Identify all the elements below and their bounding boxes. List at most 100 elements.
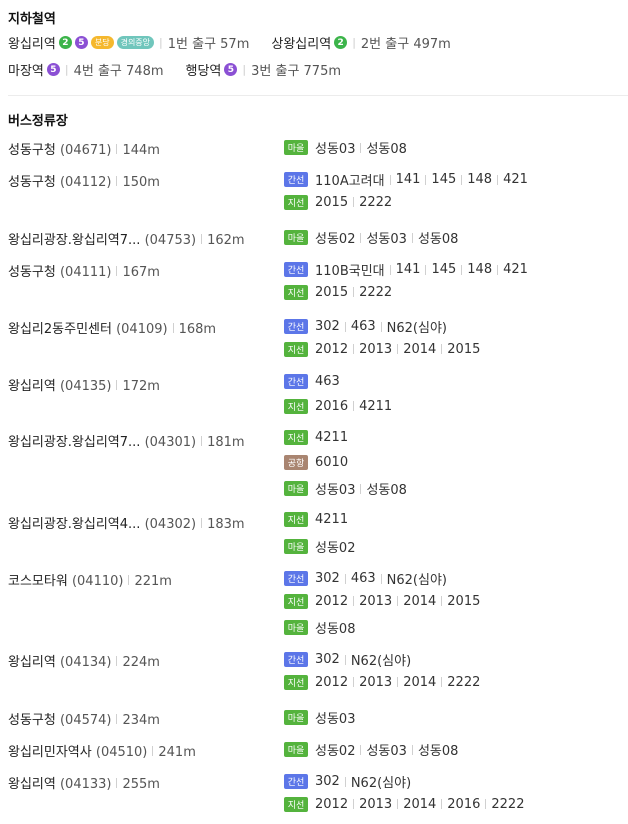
bus-stop-distance: 183m: [207, 517, 245, 532]
bus-route-number[interactable]: 2012: [315, 674, 349, 690]
bus-route-number[interactable]: 302: [315, 571, 340, 586]
subway-station-item[interactable]: 행당역 5 | 3번 출구 775m: [185, 60, 341, 79]
subway-station-item[interactable]: 상왕십리역 2 | 2번 출구 497m: [271, 33, 451, 52]
bus-route-number[interactable]: 2015: [447, 341, 481, 357]
bus-stop-name[interactable]: 성동구청: [8, 175, 56, 190]
station-name[interactable]: 왕십리역: [8, 37, 56, 52]
bus-stop-name-row[interactable]: 성동구청 (04112) 150m: [8, 171, 160, 190]
bus-route-number[interactable]: 6010: [315, 454, 349, 470]
bus-stop-name[interactable]: 왕십리민자역사: [8, 745, 92, 760]
bus-stop-name-row[interactable]: 왕십리역 (04135) 172m: [8, 375, 160, 394]
separator: [152, 746, 154, 756]
separator: [389, 174, 391, 185]
bus-route-number[interactable]: 2222: [491, 796, 525, 812]
bus-route-number[interactable]: 성동03: [315, 142, 356, 157]
bus-route-number[interactable]: 2016: [315, 398, 349, 414]
bus-route-number[interactable]: 302: [315, 774, 340, 789]
bus-route-number[interactable]: 302: [315, 652, 340, 667]
bus-route-number[interactable]: 성동03: [315, 712, 356, 727]
bus-route-number[interactable]: 성동08: [366, 142, 407, 157]
bus-route-number[interactable]: 성동02: [315, 744, 356, 759]
bus-stop-name[interactable]: 코스모타워: [8, 574, 68, 589]
bus-stop-name-row[interactable]: 성동구청 (04671) 144m: [8, 139, 160, 158]
bus-route-number[interactable]: 2222: [359, 284, 393, 300]
bus-route-number[interactable]: 2013: [359, 674, 393, 690]
bus-stop-name-row[interactable]: 왕십리광장.왕십리역4... (04302) 183m: [8, 513, 245, 532]
bus-route-number[interactable]: 110B국민대: [315, 264, 385, 279]
bus-route-number[interactable]: 421: [503, 172, 528, 187]
bus-route-number[interactable]: 4211: [359, 398, 393, 414]
bus-route-number[interactable]: 2013: [359, 796, 393, 812]
bus-route-number[interactable]: 463: [350, 571, 376, 586]
bus-route-number[interactable]: 2014: [403, 593, 437, 609]
bus-route-number[interactable]: 성동03: [315, 483, 356, 498]
bus-route-number[interactable]: 4211: [315, 430, 349, 445]
bus-route-number[interactable]: 성동08: [315, 622, 356, 637]
bus-route-number[interactable]: 성동08: [417, 232, 459, 247]
bus-route-row: 마을 성동03: [284, 708, 355, 727]
bus-route-number[interactable]: 463: [315, 374, 340, 389]
bus-route-number[interactable]: 2015: [315, 194, 349, 210]
bus-route-number[interactable]: 2014: [403, 674, 437, 690]
bus-stop-name[interactable]: 성동구청: [8, 143, 56, 158]
bus-stop-name-row[interactable]: 왕십리광장.왕십리역7... (04753) 162m: [8, 229, 245, 248]
bus-route-number[interactable]: 성동02: [315, 540, 356, 556]
bus-route-number[interactable]: 성동08: [366, 483, 407, 498]
separator: [441, 344, 443, 354]
bus-route-number[interactable]: N62(심야): [386, 321, 447, 336]
bus-stop-name-row[interactable]: 왕십리광장.왕십리역7... (04301) 181m: [8, 431, 245, 450]
bus-stop-name[interactable]: 왕십리광장.왕십리역7...: [8, 435, 141, 450]
bus-route-number[interactable]: 2222: [359, 194, 393, 210]
bus-route-number[interactable]: 145: [431, 172, 457, 187]
bus-stop-name-row[interactable]: 성동구청 (04574) 234m: [8, 709, 160, 728]
bus-route-number[interactable]: N62(심야): [350, 776, 412, 791]
bus-route-number[interactable]: N62(심야): [386, 573, 447, 588]
bus-stop-name-row[interactable]: 왕십리민자역사 (04510) 241m: [8, 741, 196, 760]
bus-stop-name[interactable]: 왕십리2동주민센터: [8, 322, 112, 337]
bus-route-number[interactable]: 2012: [315, 593, 349, 609]
bus-stop-name[interactable]: 성동구청: [8, 265, 56, 280]
bus-route-number[interactable]: 2013: [359, 593, 393, 609]
bus-route-number[interactable]: 2012: [315, 796, 349, 812]
station-name[interactable]: 행당역: [185, 64, 222, 79]
station-name[interactable]: 상왕십리역: [271, 37, 332, 52]
bus-route-number[interactable]: 148: [467, 262, 493, 277]
bus-route-number[interactable]: 2013: [359, 341, 393, 357]
bus-stop-name-row[interactable]: 왕십리2동주민센터 (04109) 168m: [8, 318, 216, 337]
bus-route-number[interactable]: 463: [350, 319, 376, 334]
bus-stop-name-row[interactable]: 왕십리역 (04133) 255m: [8, 773, 160, 792]
bus-route-number[interactable]: 성동02: [315, 232, 356, 247]
station-name[interactable]: 마장역: [8, 64, 44, 79]
bus-route-number[interactable]: 141: [395, 172, 421, 187]
bus-stop-name[interactable]: 왕십리광장.왕십리역4...: [8, 517, 141, 532]
bus-route-number[interactable]: 145: [431, 262, 457, 277]
bus-route-number[interactable]: 148: [467, 172, 493, 187]
bus-route-number[interactable]: 2014: [403, 796, 437, 812]
bus-route-number[interactable]: 2015: [447, 593, 481, 609]
bus-route-number[interactable]: 성동08: [417, 744, 459, 759]
bus-route-number[interactable]: 141: [395, 262, 421, 277]
bus-route-number[interactable]: 2014: [403, 341, 437, 357]
bus-route-number[interactable]: 성동03: [366, 232, 407, 247]
bus-route-number[interactable]: 4211: [315, 512, 349, 527]
bus-route-number[interactable]: 302: [315, 319, 340, 334]
bus-route-number[interactable]: 성동03: [366, 744, 407, 759]
bus-stop-name[interactable]: 왕십리역: [8, 379, 56, 394]
bus-route-number[interactable]: 2012: [315, 341, 349, 357]
bus-stop-name[interactable]: 성동구청: [8, 713, 56, 728]
bus-route-number[interactable]: 2222: [447, 674, 481, 690]
bus-stop-name-row[interactable]: 왕십리역 (04134) 224m: [8, 651, 160, 670]
subway-station-item[interactable]: 왕십리역 2 5 분당 경의중앙 | 1번 출구 57m: [8, 33, 249, 52]
bus-stop-name[interactable]: 왕십리광장.왕십리역7...: [8, 233, 141, 248]
bus-route-number[interactable]: 421: [503, 262, 528, 277]
bus-route-number[interactable]: 110A고려대: [315, 174, 385, 189]
separator: [425, 264, 427, 275]
bus-route-number[interactable]: N62(심야): [350, 654, 412, 669]
bus-stop-name[interactable]: 왕십리역: [8, 655, 56, 670]
bus-route-number[interactable]: 2015: [315, 284, 349, 300]
bus-route-number[interactable]: 2016: [447, 796, 481, 812]
bus-stop-name-row[interactable]: 성동구청 (04111) 167m: [8, 261, 160, 280]
subway-station-item[interactable]: 마장역 5 | 4번 출구 748m: [8, 60, 164, 79]
bus-stop-name-row[interactable]: 코스모타워 (04110) 221m: [8, 570, 172, 589]
bus-stop-name[interactable]: 왕십리역: [8, 777, 56, 792]
